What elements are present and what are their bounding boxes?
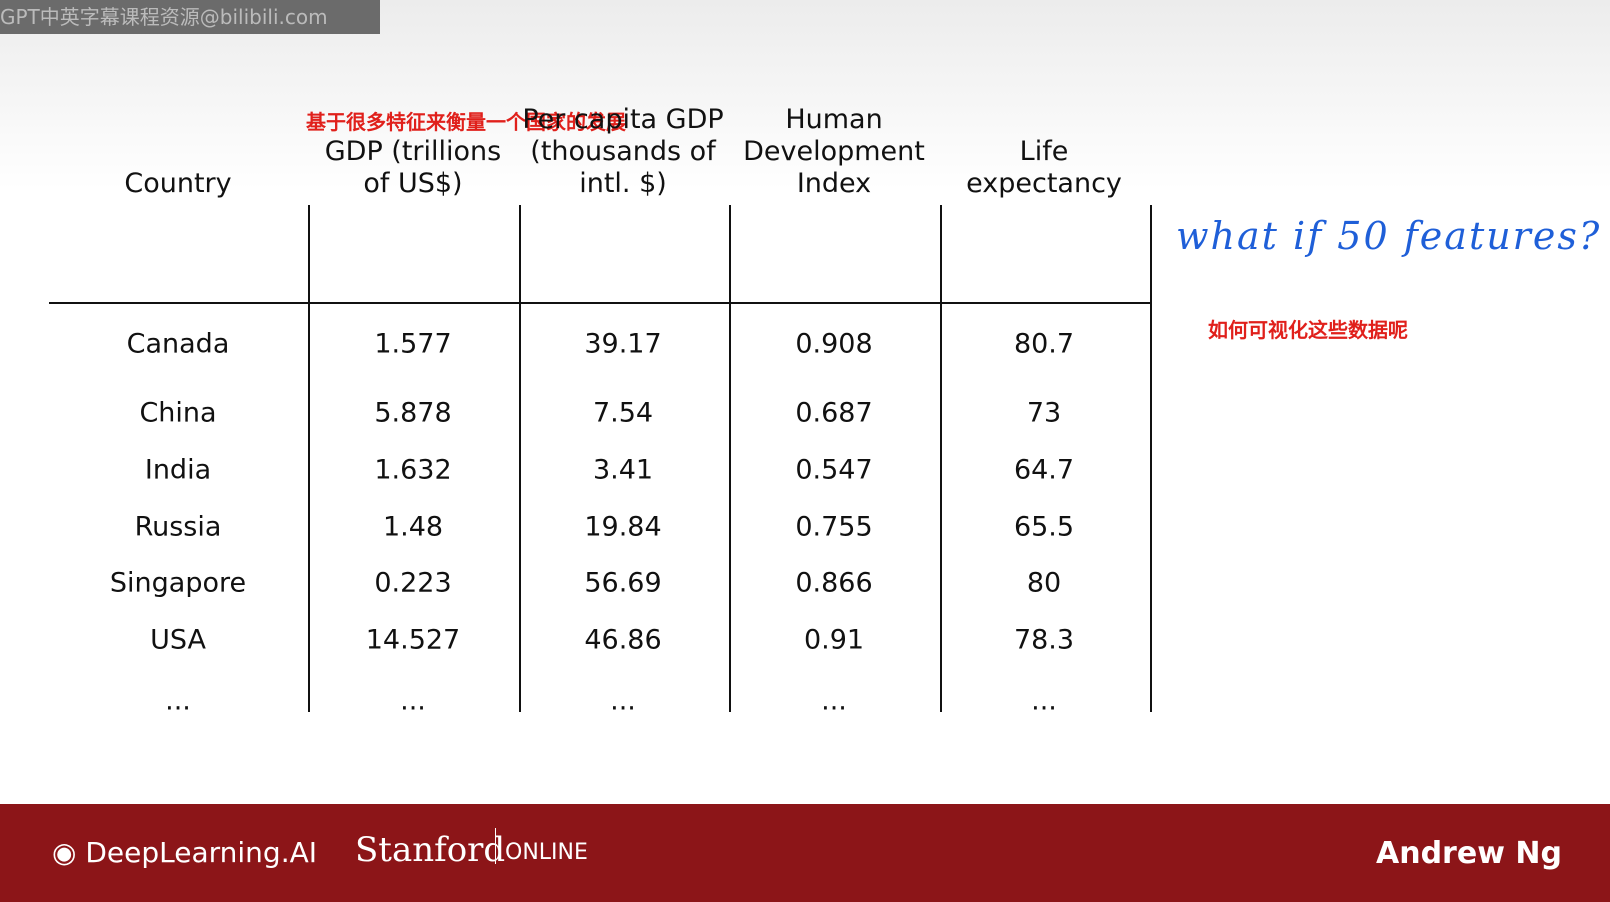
brand: ◉ DeepLearning.AI [52, 836, 317, 869]
column-rule [519, 205, 521, 712]
note: 如何可视化这些数据呢 [1208, 318, 1408, 342]
table-cell: 39.17 [584, 328, 662, 360]
header-cell: Life expectancy [966, 136, 1122, 199]
column-rule [1150, 205, 1152, 712]
divider [495, 828, 496, 864]
table-cell: India [144, 454, 212, 486]
table-cell: 80 [1026, 567, 1062, 599]
table-cell: China [139, 397, 217, 429]
table-cell: 1.632 [374, 454, 452, 486]
table-cell: 65.5 [1013, 511, 1075, 543]
handwritten-note: what if 50 features? [1176, 214, 1602, 258]
table-cell: ... [821, 685, 847, 717]
table-cell: 0.687 [795, 397, 873, 429]
column-rule [729, 205, 731, 712]
table-cell: Canada [126, 328, 230, 360]
brand-text: DeepLearning.AI [85, 836, 317, 869]
table-cell: 1.48 [382, 511, 444, 543]
table-cell: 78.3 [1013, 624, 1075, 656]
table-cell: 80.7 [1013, 328, 1075, 360]
table-cell: 0.908 [795, 328, 873, 360]
university: Stanford [355, 830, 506, 870]
column-rule [308, 205, 310, 712]
table-cell: 14.527 [365, 624, 461, 656]
instructor: Andrew Ng [1376, 836, 1562, 871]
table: Country GDP (trillions of US$) Per capita … [49, 104, 1152, 717]
table-cell: 56.69 [584, 567, 662, 599]
table-cell: ... [400, 685, 426, 717]
table-cell: 0.866 [795, 567, 873, 599]
watermark: GPT中英字幕课程资源@bilibili.com [0, 0, 380, 34]
online: ONLINE [505, 840, 588, 865]
table-cell: 0.547 [795, 454, 873, 486]
header-cell: Country [124, 168, 232, 199]
table-cell: 0.223 [374, 567, 452, 599]
table-cell: 7.54 [592, 397, 654, 429]
table-cell: 0.91 [803, 624, 865, 656]
table-cell: USA [150, 624, 206, 656]
table-cell: 46.86 [584, 624, 662, 656]
table-cell: 19.84 [584, 511, 662, 543]
table-cell: 64.7 [1013, 454, 1075, 486]
table-cell: 0.755 [795, 511, 873, 543]
table-cell: ... [165, 685, 191, 717]
header-cell: GDP (trillions of US$) [324, 136, 502, 199]
header-rule [49, 302, 1151, 304]
table-cell: ... [610, 685, 636, 717]
table-cell: Singapore [109, 567, 247, 599]
header-cell: Per capita GDP (thousands of intl. $) [522, 104, 724, 199]
table-cell: 3.41 [592, 454, 654, 486]
table-cell: Russia [134, 511, 222, 543]
table-cell: 5.878 [374, 397, 452, 429]
footer: ◉ DeepLearning.AI Stanford ONLINE Andrew… [0, 804, 1610, 902]
table-cell: ... [1031, 685, 1057, 717]
table-cell: 73 [1026, 397, 1062, 429]
header-cell: Human Development Index [743, 104, 925, 199]
table-cell: 1.577 [374, 328, 452, 360]
caption: 基于很多特征来衡量一个国家的发展 [306, 110, 626, 134]
column-rule [940, 205, 942, 712]
